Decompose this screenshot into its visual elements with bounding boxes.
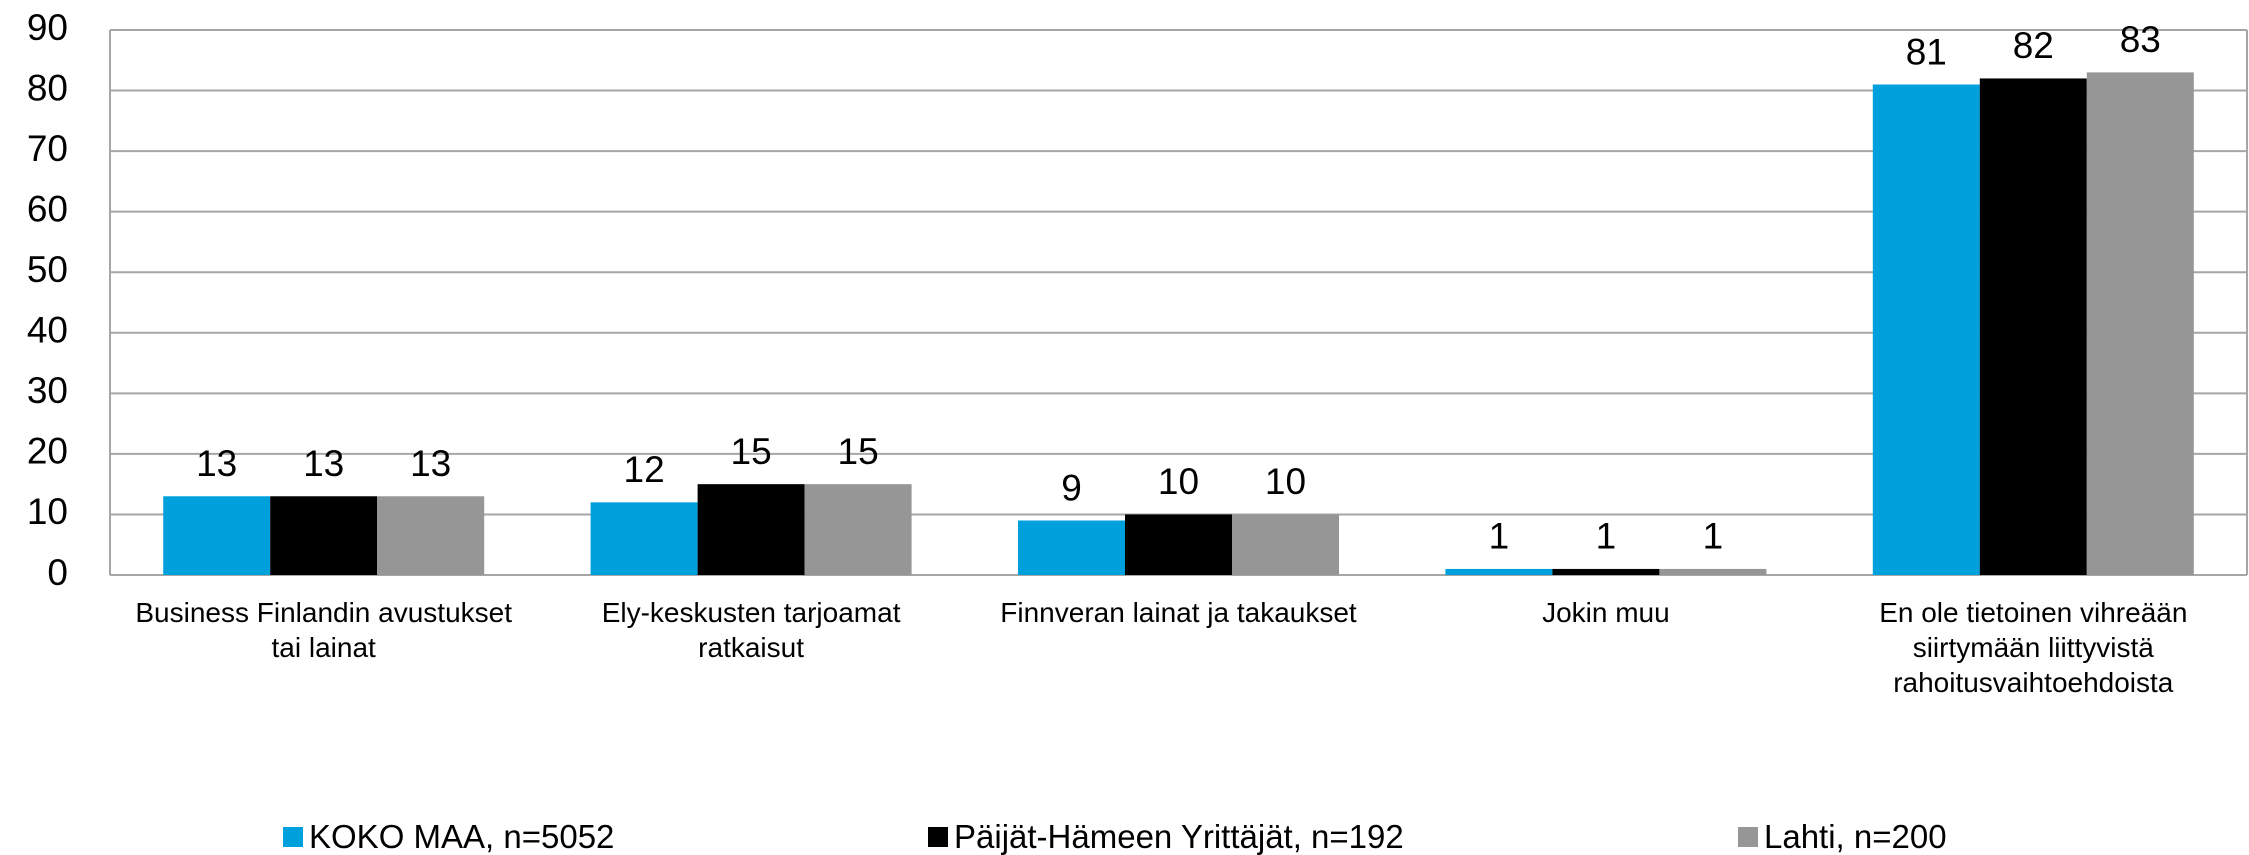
legend-swatch	[283, 827, 303, 847]
data-label: 13	[303, 443, 344, 484]
legend-swatch	[928, 827, 948, 847]
x-tick-label: Ely-keskusten tarjoamat ratkaisut	[601, 597, 901, 663]
bar	[1125, 514, 1232, 575]
y-tick-label: 20	[27, 431, 68, 472]
x-tick-label: Finnveran lainat ja takaukset	[1000, 597, 1357, 628]
data-label: 1	[1596, 516, 1617, 557]
x-tick-label: Business Finlandin avustukset tai lainat	[135, 597, 513, 663]
x-tick-label: Jokin muu	[1542, 597, 1670, 628]
bar	[1979, 78, 2087, 575]
data-label: 9	[1061, 467, 1082, 508]
legend-item: Päijät-Hämeen Yrittäjät, n=192	[928, 818, 1404, 855]
legend-swatch	[1738, 827, 1758, 847]
bar	[1552, 568, 1660, 575]
bar	[804, 484, 912, 575]
y-tick-label: 80	[27, 67, 68, 108]
legend-label: KOKO MAA, n=5052	[309, 818, 615, 855]
bar	[1018, 520, 1125, 575]
bar	[2086, 72, 2194, 575]
data-label: 15	[838, 431, 879, 472]
y-tick-label: 0	[47, 552, 68, 593]
y-tick-label: 90	[27, 7, 68, 48]
x-tick-label: En ole tietoinen vihreään siirtymään lii…	[1879, 597, 2188, 698]
bar	[377, 496, 485, 575]
data-label: 10	[1158, 461, 1199, 502]
y-tick-label: 40	[27, 310, 68, 351]
bar	[270, 496, 378, 575]
data-label: 81	[1906, 31, 1947, 72]
y-tick-label: 70	[27, 128, 68, 169]
bar	[697, 484, 805, 575]
y-tick-label: 50	[27, 249, 68, 290]
legend-label: Lahti, n=200	[1764, 818, 1947, 855]
data-label: 13	[196, 443, 237, 484]
legend-label: Päijät-Hämeen Yrittäjät, n=192	[954, 818, 1404, 855]
bar	[1659, 568, 1767, 575]
data-label: 83	[2120, 19, 2161, 60]
data-label: 12	[624, 449, 665, 490]
y-tick-label: 30	[27, 370, 68, 411]
data-label: 10	[1265, 461, 1306, 502]
data-label: 1	[1489, 516, 1510, 557]
y-tick-label: 10	[27, 491, 68, 532]
bar	[1872, 84, 1980, 575]
bar	[163, 496, 271, 575]
data-label: 82	[2013, 25, 2054, 66]
data-label: 1	[1703, 516, 1724, 557]
bar	[590, 502, 698, 575]
bar	[1445, 568, 1553, 575]
legend-item: Lahti, n=200	[1738, 818, 1947, 855]
legend-item: KOKO MAA, n=5052	[283, 818, 614, 855]
bar	[1232, 514, 1339, 575]
y-tick-label: 60	[27, 188, 68, 229]
data-label: 13	[410, 443, 451, 484]
data-label: 15	[731, 431, 772, 472]
